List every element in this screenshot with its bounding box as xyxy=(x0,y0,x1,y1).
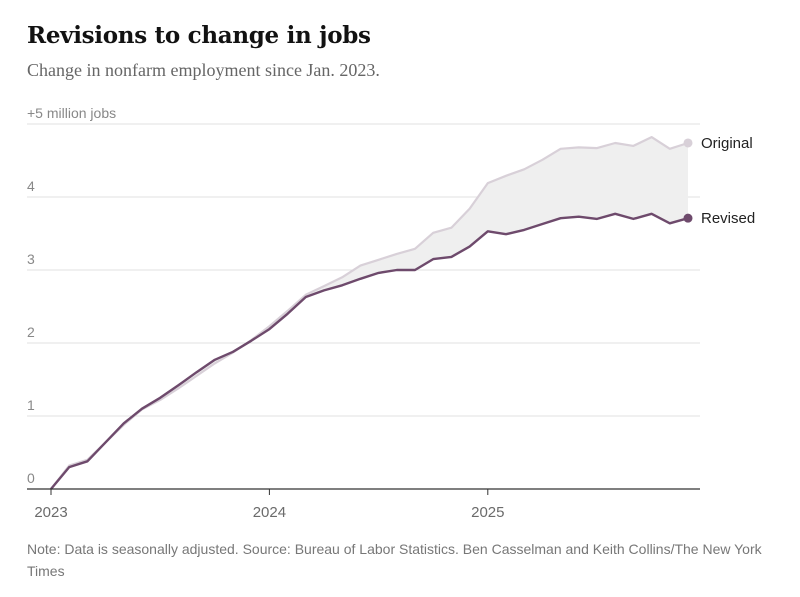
chart-title: Revisions to change in jobs xyxy=(27,22,371,49)
revised-label: Revised xyxy=(701,210,755,227)
x-axis xyxy=(27,488,700,495)
revised-end-dot xyxy=(683,213,693,223)
y-tick-label-4: 4 xyxy=(27,178,35,194)
tick-labels: 0 1 2 3 4 +5 million jobs 2023 2024 2025 xyxy=(27,105,504,521)
chart-subtitle: Change in nonfarm employment since Jan. … xyxy=(27,60,380,80)
source-note: Note: Data is seasonally adjusted. Sourc… xyxy=(27,541,762,579)
y-tick-label-5: +5 million jobs xyxy=(27,105,116,121)
y-tick-label-0: 0 xyxy=(27,470,35,486)
y-tick-label-3: 3 xyxy=(27,251,35,267)
x-tick-label-2025: 2025 xyxy=(471,504,504,521)
chart-area: 0 1 2 3 4 +5 million jobs 2023 2024 2025 Origina… xyxy=(27,105,755,521)
series-lines xyxy=(50,136,689,490)
revised-line xyxy=(50,212,689,490)
x-tick-label-2024: 2024 xyxy=(253,504,286,521)
y-tick-label-2: 2 xyxy=(27,324,35,340)
x-tick-label-2023: 2023 xyxy=(34,504,67,521)
y-tick-label-1: 1 xyxy=(27,397,35,413)
original-end-dot xyxy=(683,138,693,148)
end-labels: Original Revised xyxy=(683,135,755,227)
original-line xyxy=(50,136,689,490)
original-label: Original xyxy=(701,135,753,152)
revision-gap-area xyxy=(51,137,688,489)
